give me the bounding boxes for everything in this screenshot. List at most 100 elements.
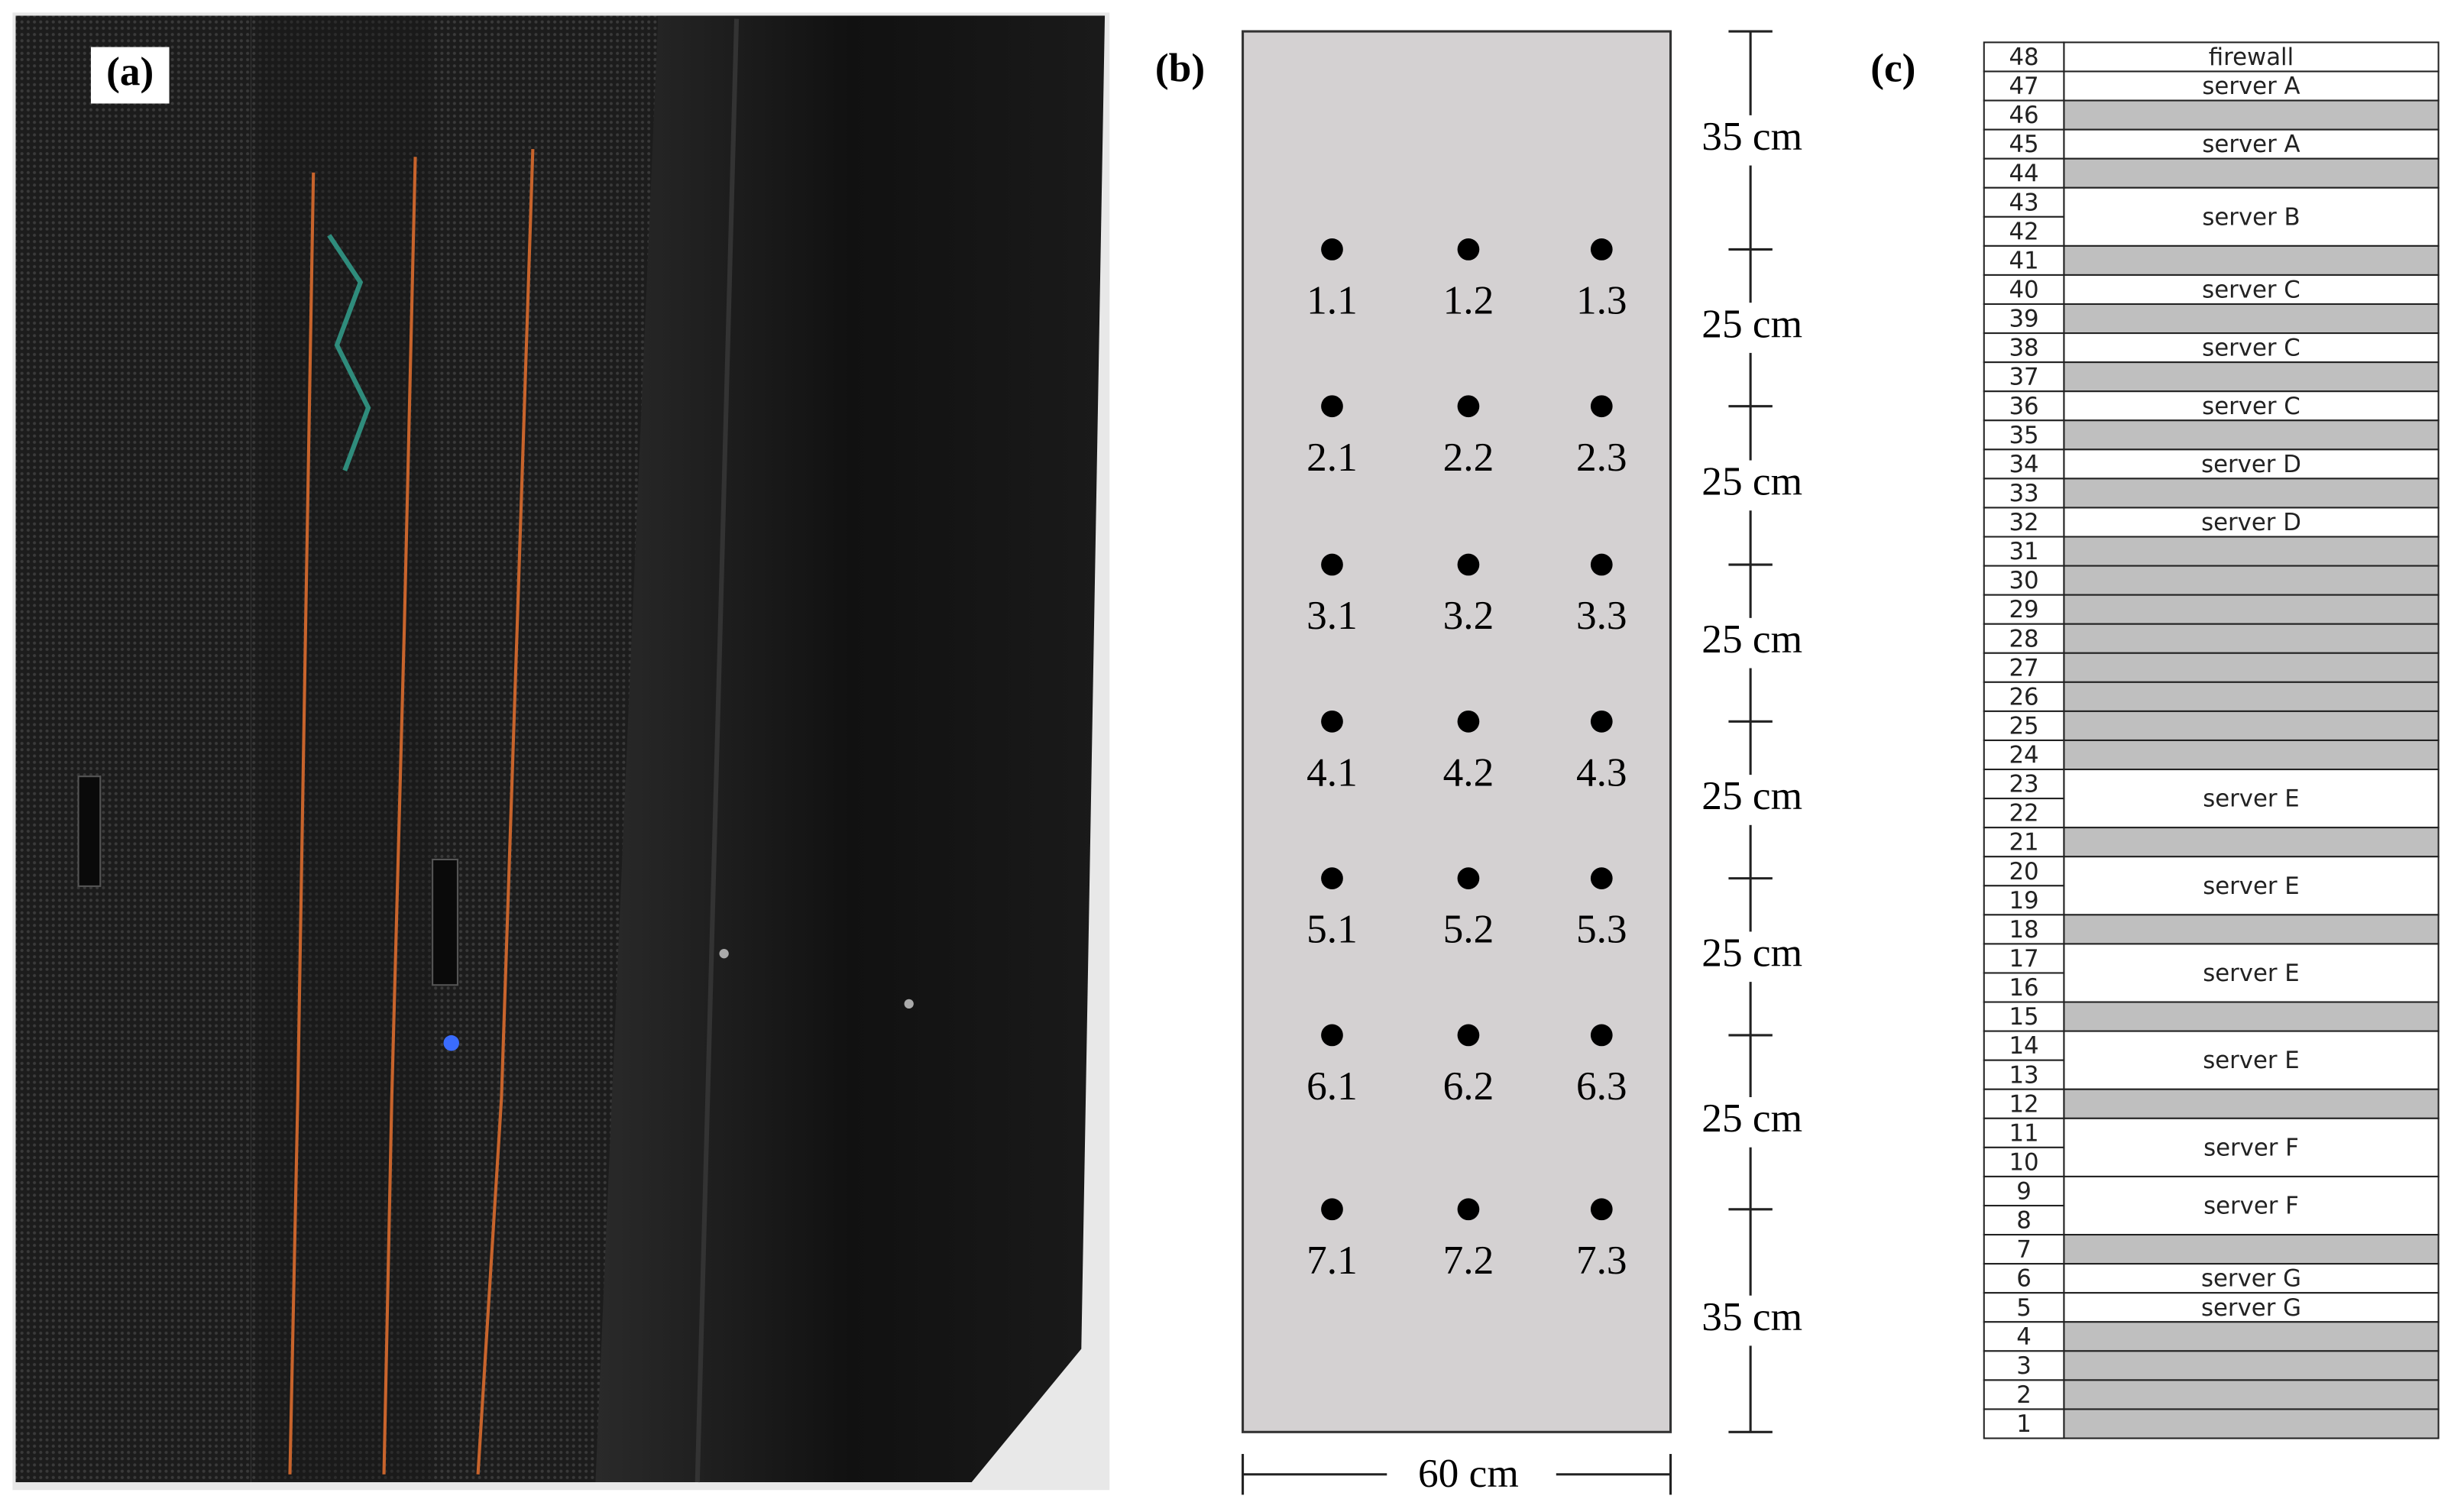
sensor-point: [1321, 238, 1343, 261]
unit-cell: [1983, 1292, 2065, 1323]
sensor-point: [1590, 1198, 1613, 1221]
empty-slot: [2063, 157, 2440, 189]
sensor-label: 7.1: [1306, 1237, 1358, 1283]
unit-cell: [1983, 1263, 2065, 1294]
unit-cell: [1983, 1234, 2065, 1265]
slot-label: server E: [2203, 785, 2300, 813]
slot-label: server E: [2203, 1047, 2300, 1074]
slot-label: server D: [2201, 509, 2301, 536]
empty-slot: [2063, 244, 2440, 276]
unit-number: 26: [2009, 683, 2038, 711]
unit-number: 38: [2009, 335, 2038, 362]
empty-slot: [2063, 361, 2440, 393]
screw: [719, 949, 729, 959]
sensor-label: 2.1: [1306, 434, 1358, 480]
sensor-label: 2.3: [1576, 434, 1627, 480]
sensor-label: 7.2: [1443, 1237, 1494, 1283]
empty-slot: [2063, 1350, 2440, 1381]
cable: [382, 157, 417, 1475]
panel-label: (c): [1870, 45, 1915, 91]
distance-label: 25 cm: [1701, 458, 1802, 504]
sensor-point: [1321, 553, 1343, 576]
unit-cell: [1983, 99, 2065, 131]
unit-cell: [1983, 1146, 2065, 1177]
sensor-label: 7.3: [1576, 1237, 1627, 1283]
unit-number: 32: [2009, 509, 2038, 536]
slot: [2063, 186, 2440, 247]
unit-cell: [1983, 769, 2065, 800]
slot-label: server E: [2203, 873, 2300, 900]
sensor-point: [1457, 710, 1480, 733]
unit-number: 22: [2009, 800, 2038, 827]
unit-cell: [1983, 448, 2065, 480]
slot-label: server C: [2202, 393, 2300, 420]
label-bg: [1692, 303, 1812, 353]
unit-cell: [1983, 361, 2065, 393]
unit-number: 40: [2009, 277, 2038, 304]
unit-cell: [1983, 1204, 2065, 1236]
unit-cell: [1983, 478, 2065, 509]
sensor-point: [1457, 1024, 1480, 1047]
rack-door: [251, 15, 659, 1482]
unit-cell: [1983, 1001, 2065, 1032]
empty-slot: [2063, 1001, 2440, 1032]
empty-slot: [2063, 99, 2440, 131]
unit-cell: [1983, 681, 2065, 712]
unit-cell: [1983, 157, 2065, 189]
slot: [2063, 332, 2440, 364]
unit-number: 1: [2016, 1410, 2032, 1438]
rack-door: [15, 15, 251, 1482]
slot-label: server A: [2202, 131, 2300, 158]
sensor-point: [1590, 238, 1613, 261]
empty-slot: [2063, 710, 2440, 741]
unit-number: 20: [2009, 858, 2038, 886]
unit-number: 30: [2009, 567, 2038, 594]
label-bg: [1692, 1097, 1812, 1148]
unit-cell: [1983, 215, 2065, 247]
unit-cell: [1983, 128, 2065, 160]
unit-cell: [1983, 1117, 2065, 1148]
sensor-label: 6.1: [1306, 1063, 1358, 1109]
slot: [2063, 274, 2440, 306]
sensor-point: [1590, 1024, 1613, 1047]
sensor-label: 3.3: [1576, 592, 1627, 638]
sensor-label: 3.2: [1443, 592, 1494, 638]
sensor-point: [1590, 867, 1613, 889]
slot-label: server B: [2202, 203, 2300, 231]
unit-number: 10: [2009, 1148, 2038, 1176]
sensor-point: [1321, 395, 1343, 418]
photo: (a): [12, 12, 1110, 1491]
empty-slot: [2063, 478, 2440, 509]
sensor-point: [1321, 710, 1343, 733]
slot-label: server E: [2203, 960, 2300, 987]
unit-cell: [1983, 70, 2065, 102]
unit-number: 37: [2009, 364, 2038, 391]
slot: [2063, 769, 2440, 829]
sensor-label: 2.2: [1443, 434, 1494, 480]
unit-number: 36: [2009, 393, 2038, 420]
empty-slot: [2063, 681, 2440, 712]
slot-label: server C: [2202, 335, 2300, 362]
sensor-label: 4.3: [1576, 749, 1627, 795]
sensor-label: 6.3: [1576, 1063, 1627, 1109]
unit-number: 11: [2009, 1119, 2038, 1147]
slot-label: server A: [2202, 73, 2300, 100]
unit-number: 23: [2009, 771, 2038, 798]
sensor-label: 4.1: [1306, 749, 1358, 795]
unit-cell: [1983, 1408, 2065, 1439]
sensor-point: [1457, 867, 1480, 889]
sensor-point: [1590, 553, 1613, 576]
sensor-label: 5.3: [1576, 906, 1627, 952]
unit-cell: [1983, 1321, 2065, 1352]
cable: [476, 148, 535, 1475]
slot: [2063, 41, 2440, 73]
empty-slot: [2063, 1321, 2440, 1352]
unit-number: 19: [2009, 887, 2038, 915]
distance-label: 25 cm: [1701, 930, 1802, 976]
sensor-point: [1590, 710, 1613, 733]
unit-cell: [1983, 274, 2065, 306]
unit-number: 33: [2009, 480, 2038, 507]
empty-slot: [2063, 565, 2440, 596]
unit-cell: [1983, 390, 2065, 422]
